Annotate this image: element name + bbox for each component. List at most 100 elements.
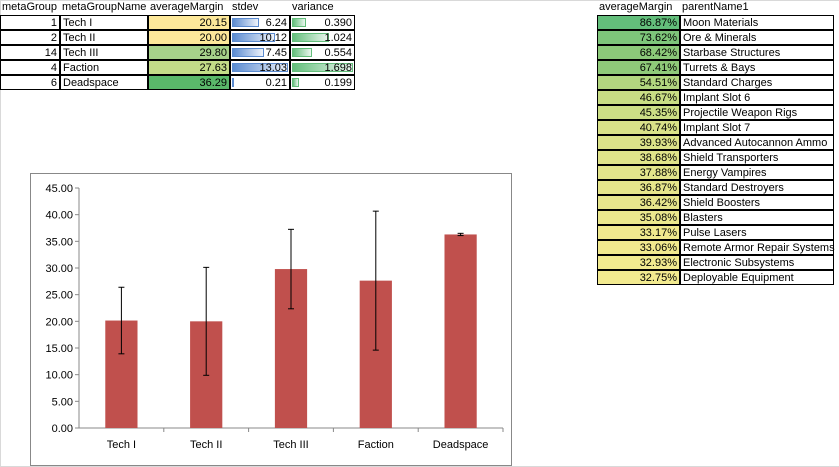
right-cell-name-value: Remote Armor Repair Systems [683,242,835,254]
right-cell-name[interactable]: Implant Slot 6 [680,90,834,105]
right-cell-name[interactable]: Energy Vampires [680,165,834,180]
right-cell-name[interactable]: Ore & Minerals [680,30,834,45]
right-cell-margin-value: 38.68% [639,152,677,164]
right-cell-name[interactable]: Pulse Lasers [680,225,834,240]
left-cell-averageMargin-value: 36.29 [199,77,227,89]
data-bar [232,33,275,42]
right-cell-margin[interactable]: 35.08% [597,210,680,225]
left-cell-metaGroup[interactable]: 1 [0,15,60,30]
left-cell-stdev-value: 10.12 [259,32,287,44]
left-cell-metaGroup-value: 4 [50,62,57,74]
left-cell-name[interactable]: Faction [60,60,148,75]
header-stdev[interactable]: stdev [230,0,290,15]
right-cell-margin[interactable]: 36.87% [597,180,680,195]
header-metaGroup[interactable]: metaGroup [0,0,60,15]
y-tick-label: 40.00 [45,210,73,222]
right-cell-name-value: Implant Slot 7 [683,122,751,134]
data-bar [292,78,299,87]
right-cell-margin[interactable]: 32.93% [597,255,680,270]
left-cell-metaGroup[interactable]: 14 [0,45,60,60]
right-cell-name[interactable]: Turrets & Bays [680,60,834,75]
left-cell-stdev[interactable]: 7.45 [230,45,290,60]
left-cell-name-value: Tech III [63,47,99,59]
left-cell-averageMargin-value: 27.63 [199,62,227,74]
right-cell-margin-value: 35.08% [639,212,677,224]
right-cell-margin[interactable]: 33.17% [597,225,680,240]
y-tick-label: 10.00 [45,370,73,382]
left-cell-name[interactable]: Tech III [60,45,148,60]
left-cell-stdev[interactable]: 10.12 [230,30,290,45]
left-cell-variance[interactable]: 0.390 [290,15,355,30]
left-cell-name-value: Deadspace [63,77,119,89]
x-tick-label: Deadspace [433,439,489,451]
chart-svg: 0.00 5.00 10.00 15.00 20.00 25.00 30.00 35.00 40… [45,183,504,451]
right-cell-name[interactable]: Standard Destroyers [680,180,834,195]
right-cell-name-value: Moon Materials [683,17,759,29]
left-cell-stdev[interactable]: 6.24 [230,15,290,30]
right-cell-margin[interactable]: 36.42% [597,195,680,210]
left-cell-metaGroup[interactable]: 2 [0,30,60,45]
right-cell-name[interactable]: Shield Boosters [680,195,834,210]
right-cell-margin[interactable]: 54.51% [597,75,680,90]
header-variance[interactable]: variance [290,0,355,15]
left-cell-averageMargin[interactable]: 20.00 [148,30,230,45]
right-cell-margin-value: 73.62% [639,32,677,44]
header-parentName1[interactable]: parentName1 [680,0,834,15]
right-cell-margin[interactable]: 46.67% [597,90,680,105]
left-cell-variance-value: 0.390 [324,17,352,29]
right-cell-margin[interactable]: 37.88% [597,165,680,180]
left-cell-variance[interactable]: 0.554 [290,45,355,60]
error-bar-chart[interactable]: 0.00 5.00 10.00 15.00 20.00 25.00 30.00 35.00 40… [30,173,512,466]
right-cell-name[interactable]: Implant Slot 7 [680,120,834,135]
right-cell-name-value: Deployable Equipment [683,272,794,284]
right-cell-margin[interactable]: 38.68% [597,150,680,165]
right-cell-name[interactable]: Standard Charges [680,75,834,90]
header-averageMargin[interactable]: averageMargin [148,0,230,15]
left-cell-stdev[interactable]: 0.21 [230,75,290,90]
left-cell-stdev[interactable]: 13.03 [230,60,290,75]
left-cell-variance[interactable]: 1.698 [290,60,355,75]
left-cell-variance[interactable]: 1.024 [290,30,355,45]
right-cell-margin[interactable]: 86.87% [597,15,680,30]
left-cell-name[interactable]: Deadspace [60,75,148,90]
left-cell-variance[interactable]: 0.199 [290,75,355,90]
header-averageMargin-right-value: averageMargin [599,1,673,13]
right-cell-margin[interactable]: 40.74% [597,120,680,135]
left-cell-averageMargin[interactable]: 20.15 [148,15,230,30]
left-cell-metaGroup[interactable]: 4 [0,60,60,75]
right-cell-name[interactable]: Deployable Equipment [680,270,834,285]
right-cell-margin[interactable]: 73.62% [597,30,680,45]
left-cell-metaGroup[interactable]: 6 [0,75,60,90]
left-cell-averageMargin[interactable]: 29.80 [148,45,230,60]
right-cell-name-value: Shield Boosters [683,197,761,209]
header-metaGroupName[interactable]: metaGroupName [60,0,148,15]
right-cell-name[interactable]: Advanced Autocannon Ammo [680,135,834,150]
left-cell-name-value: Tech I [63,17,93,29]
left-cell-averageMargin-value: 29.80 [199,47,227,59]
right-cell-name[interactable]: Shield Transporters [680,150,834,165]
right-cell-margin[interactable]: 67.41% [597,60,680,75]
right-cell-name[interactable]: Blasters [680,210,834,225]
header-averageMargin-right[interactable]: averageMargin [597,0,680,15]
left-cell-variance-value: 1.698 [324,62,352,74]
right-cell-name-value: Ore & Minerals [683,32,757,44]
left-cell-metaGroup-value: 14 [44,47,57,59]
left-cell-averageMargin[interactable]: 36.29 [148,75,230,90]
right-cell-name[interactable]: Starbase Structures [680,45,834,60]
right-cell-margin[interactable]: 32.75% [597,270,680,285]
right-cell-margin-value: 36.42% [639,197,677,209]
data-bar [232,78,234,87]
right-cell-margin[interactable]: 33.06% [597,240,680,255]
right-cell-margin-value: 37.88% [639,167,677,179]
right-cell-name[interactable]: Electronic Subsystems [680,255,834,270]
right-cell-name[interactable]: Projectile Weapon Rigs [680,105,834,120]
right-cell-name[interactable]: Remote Armor Repair Systems [680,240,835,255]
right-cell-margin-value: 54.51% [639,77,677,89]
right-cell-margin[interactable]: 45.35% [597,105,680,120]
left-cell-name[interactable]: Tech II [60,30,148,45]
right-cell-name[interactable]: Moon Materials [680,15,834,30]
right-cell-margin[interactable]: 68.42% [597,45,680,60]
left-cell-name[interactable]: Tech I [60,15,148,30]
right-cell-margin[interactable]: 39.93% [597,135,680,150]
left-cell-averageMargin[interactable]: 27.63 [148,60,230,75]
